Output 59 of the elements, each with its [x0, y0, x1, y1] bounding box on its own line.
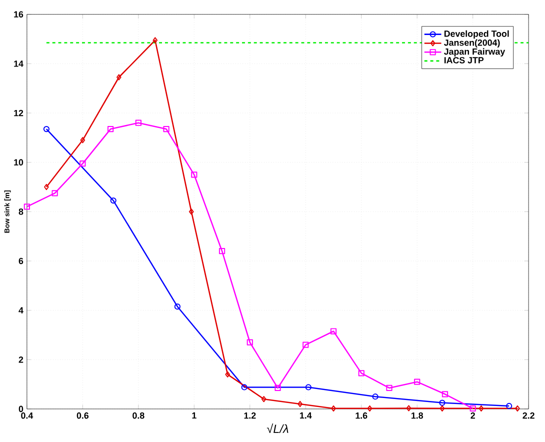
- x-tick-label: 1.2: [244, 412, 256, 419]
- point: [386, 384, 392, 391]
- point: [80, 160, 86, 166]
- x-axis-title: √L/λ: [266, 423, 288, 433]
- point: [225, 371, 230, 378]
- point: [218, 248, 226, 254]
- point: [406, 405, 412, 412]
- y-tick-label: 8: [18, 208, 24, 215]
- point: [358, 370, 364, 376]
- point: [174, 303, 180, 310]
- x-tick-label: 1.4: [300, 412, 312, 418]
- y-tick-label: 6: [18, 258, 24, 264]
- legend-label: Japan Fairway: [444, 48, 506, 56]
- x-tick-label: 0.6: [76, 412, 89, 419]
- legend-label: IACS JTP: [444, 56, 484, 64]
- point: [116, 74, 122, 80]
- y-tick-label: 0: [18, 406, 24, 412]
- point: [331, 405, 336, 412]
- point: [302, 342, 309, 348]
- y-tick-label: 4: [18, 307, 24, 314]
- point: [241, 384, 248, 390]
- point: [298, 400, 302, 407]
- x-tick-label: 2.2: [522, 412, 534, 419]
- point: [261, 396, 266, 402]
- point: [440, 405, 445, 412]
- point: [372, 393, 378, 400]
- point: [470, 405, 476, 412]
- point: [330, 328, 337, 334]
- point: [188, 208, 194, 215]
- legend-label: Developed Tool: [444, 30, 509, 39]
- y-tick-label: 14: [14, 60, 24, 67]
- y-tick-label: 10: [14, 159, 24, 166]
- point: [367, 405, 372, 412]
- point: [191, 171, 198, 178]
- x-tick-label: 0.4: [21, 412, 34, 419]
- x-tick-label: 2: [470, 412, 475, 419]
- point: [152, 37, 158, 44]
- point: [439, 400, 446, 406]
- point: [107, 126, 114, 132]
- point: [274, 384, 281, 391]
- x-tick-label: 1.8: [411, 412, 424, 419]
- x-tick-label: 0.8: [132, 412, 144, 419]
- y-tick-label: 2: [18, 356, 24, 363]
- point: [163, 126, 170, 132]
- point: [478, 405, 484, 412]
- point: [246, 339, 253, 346]
- y-tick-label: 16: [14, 11, 24, 18]
- x-tick-label: 1.6: [356, 412, 368, 419]
- point: [414, 378, 420, 385]
- legend-label: Jansen(2004): [444, 39, 500, 48]
- x-tick-label: 1: [192, 412, 196, 418]
- point: [442, 390, 448, 398]
- point: [52, 190, 58, 196]
- point: [135, 120, 142, 126]
- point: [110, 197, 116, 204]
- point: [305, 384, 312, 390]
- y-tick-label: 12: [14, 110, 24, 116]
- point: [24, 204, 30, 210]
- point: [80, 136, 86, 144]
